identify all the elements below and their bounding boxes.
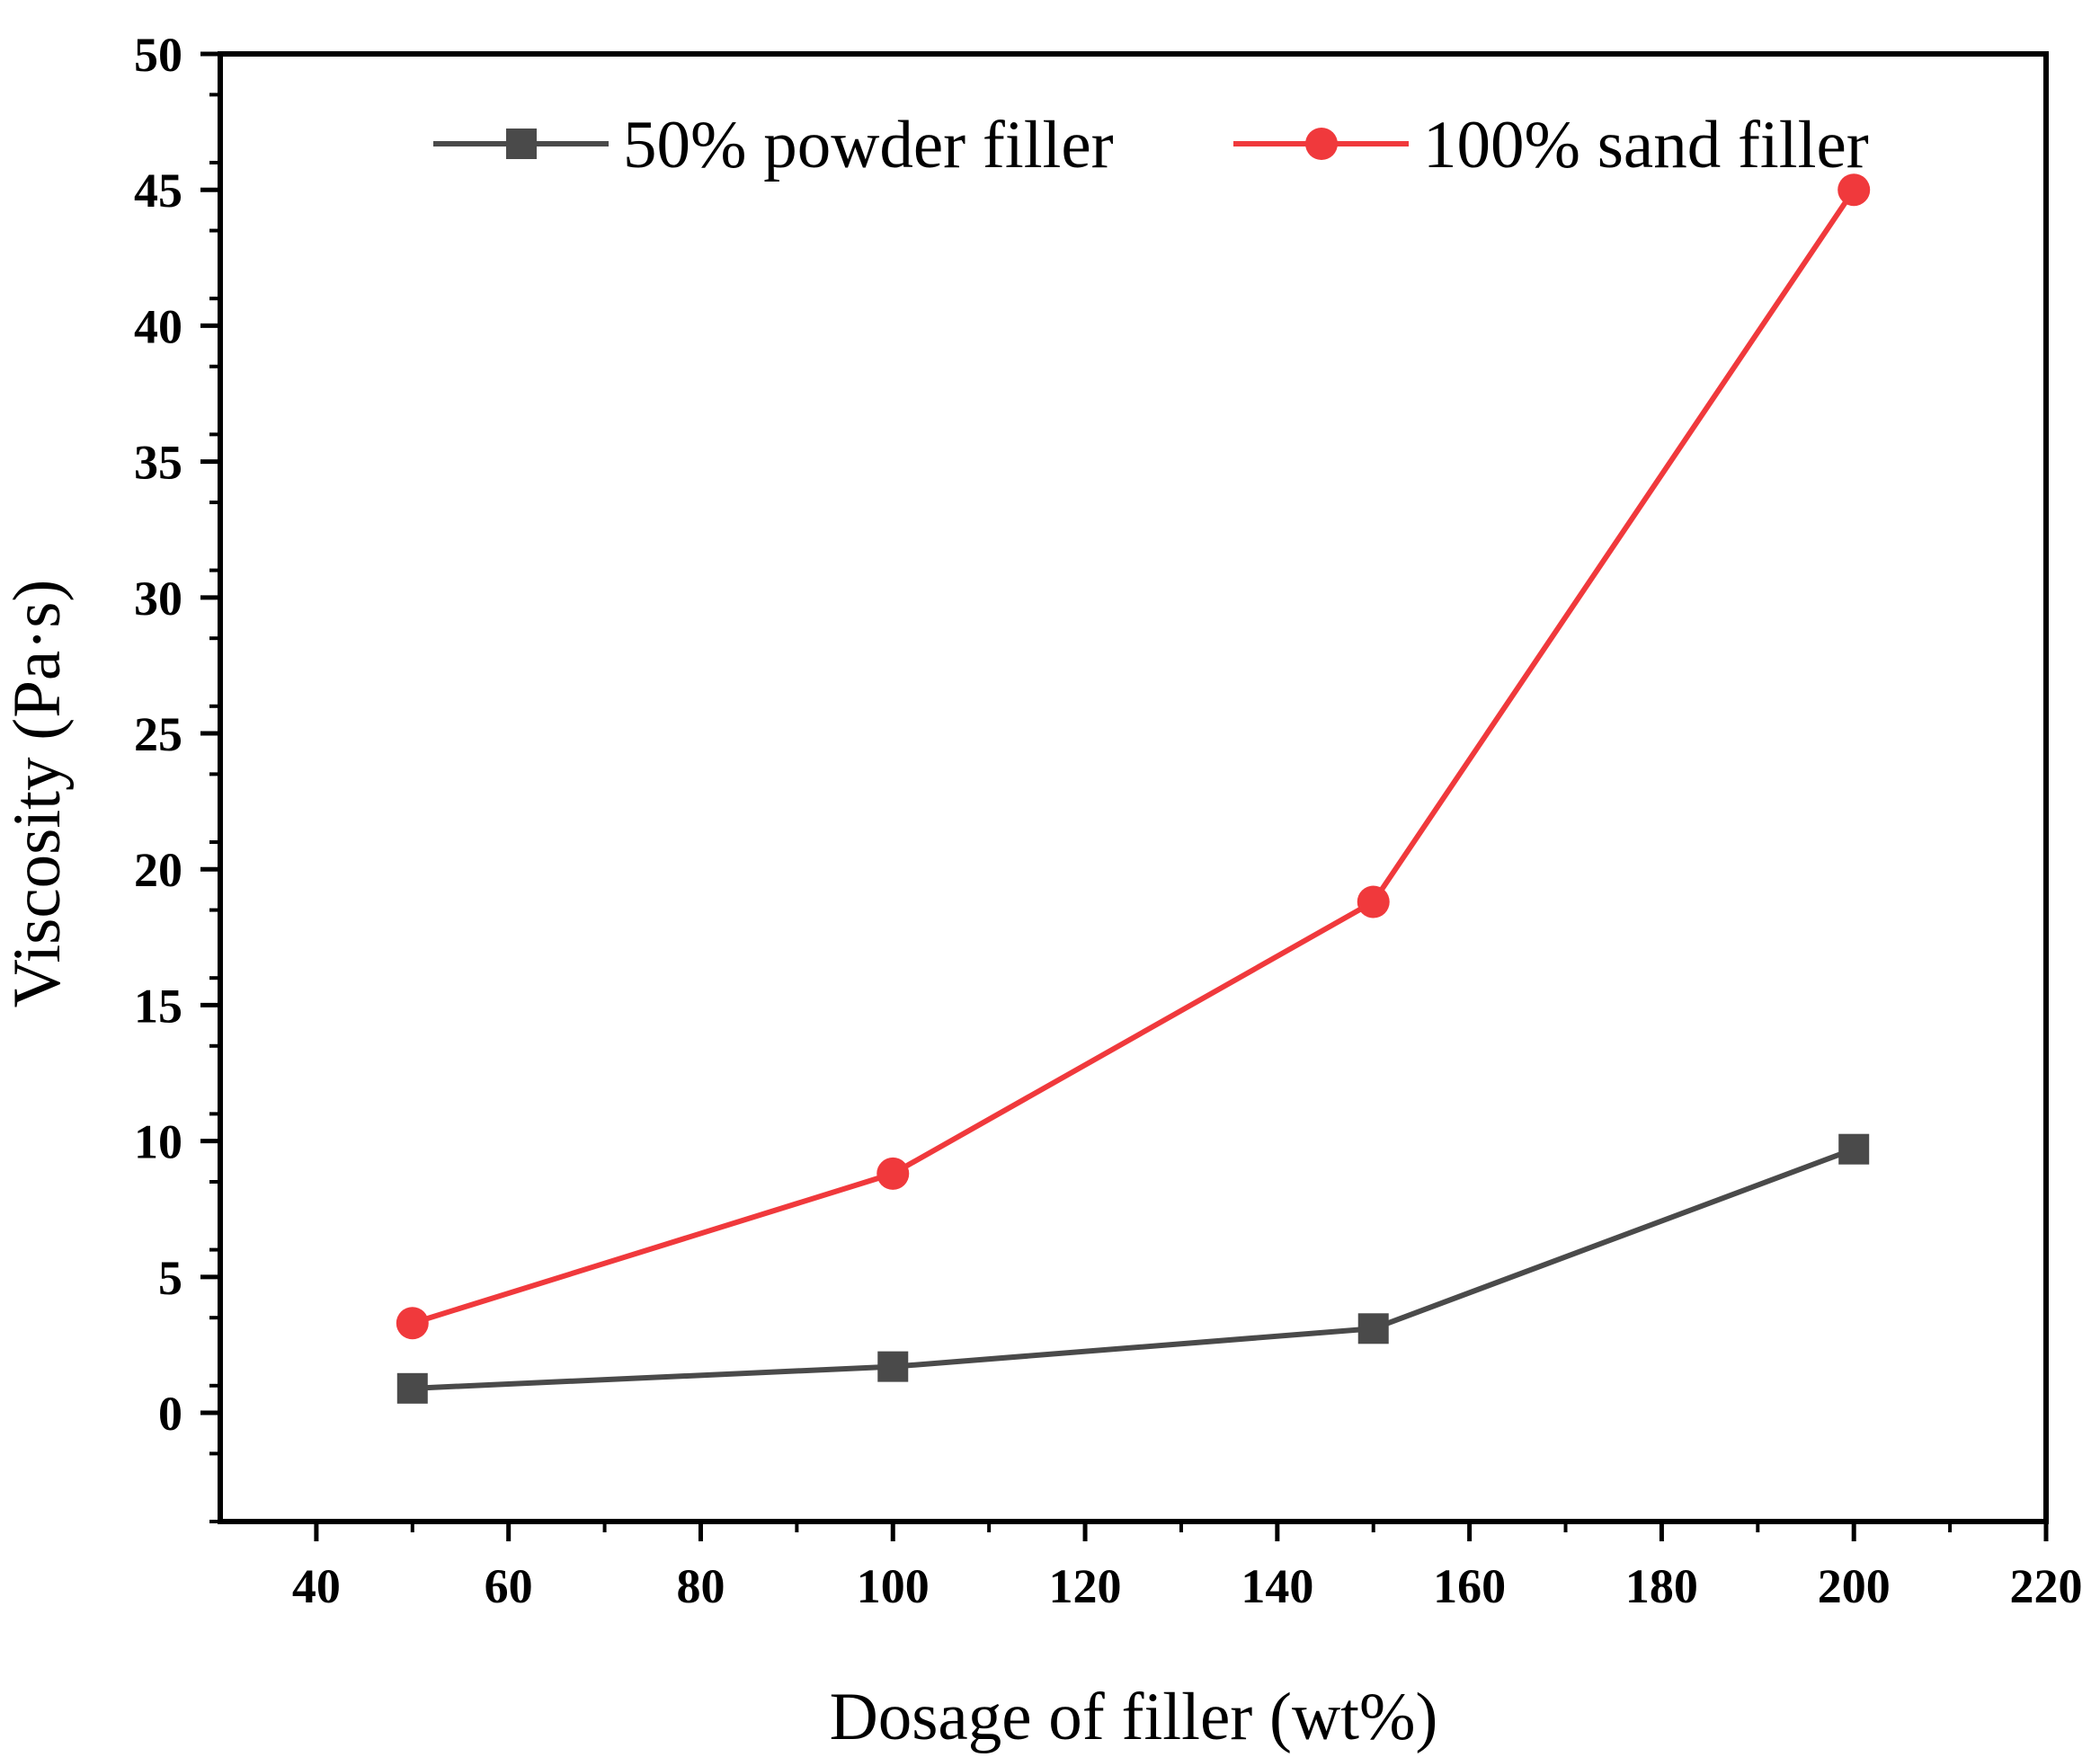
x-tick-label: 220 bbox=[2010, 1559, 2083, 1613]
x-tick-label: 40 bbox=[292, 1559, 341, 1613]
y-tick-label: 50 bbox=[134, 28, 182, 82]
series-line bbox=[412, 1146, 1855, 1391]
legend-item: 100% sand filler bbox=[1233, 108, 1869, 182]
data-point bbox=[396, 1372, 428, 1404]
x-tick-label: 180 bbox=[1625, 1559, 1698, 1613]
data-point bbox=[1357, 885, 1390, 918]
legend-item: 50% powder filler bbox=[433, 108, 1114, 182]
y-tick-label: 5 bbox=[158, 1251, 182, 1305]
data-point bbox=[1838, 1133, 1870, 1165]
plot-frame bbox=[218, 51, 2049, 1524]
data-point bbox=[1357, 1313, 1389, 1344]
x-tick-label: 80 bbox=[676, 1559, 725, 1613]
legend-marker bbox=[1305, 128, 1338, 160]
y-tick-label: 35 bbox=[134, 436, 182, 490]
y-tick-label: 20 bbox=[134, 843, 182, 897]
y-axis-title: Viscosity (Pa·s) bbox=[0, 580, 75, 1008]
legend-marker bbox=[506, 129, 537, 159]
y-tick-label: 45 bbox=[134, 164, 182, 217]
axes bbox=[218, 51, 2049, 1524]
y-tick-label: 10 bbox=[134, 1115, 182, 1169]
data-point bbox=[1838, 173, 1871, 207]
y-tick-label: 30 bbox=[134, 572, 182, 626]
ticks: 40 60 80 100 120 140 160 180 200 220 0 5 10 15 20 25 30 3… bbox=[134, 28, 2083, 1613]
y-tick-label: 0 bbox=[158, 1387, 182, 1441]
legend: 50% powder filler 100% sand filler bbox=[433, 108, 1869, 182]
data-point bbox=[396, 1307, 429, 1340]
y-tick-label: 25 bbox=[134, 707, 182, 761]
legend-label: 50% powder filler bbox=[623, 108, 1114, 182]
x-axis-title: Dosage of filler (wt%) bbox=[830, 1680, 1438, 1754]
series-sand bbox=[396, 173, 1871, 1340]
data-point bbox=[876, 1157, 910, 1190]
series bbox=[396, 173, 1871, 1404]
x-tick-label: 100 bbox=[857, 1559, 930, 1613]
x-tick-label: 60 bbox=[485, 1559, 533, 1613]
series-powder bbox=[396, 1133, 1870, 1404]
x-tick-label: 120 bbox=[1049, 1559, 1122, 1613]
x-tick-label: 200 bbox=[1818, 1559, 1891, 1613]
data-point bbox=[877, 1351, 909, 1382]
y-tick-label: 15 bbox=[134, 979, 182, 1033]
x-tick-label: 160 bbox=[1433, 1559, 1506, 1613]
y-tick-label: 40 bbox=[134, 299, 182, 353]
legend-label: 100% sand filler bbox=[1423, 108, 1869, 182]
series-line bbox=[411, 188, 1856, 1327]
x-tick-label: 140 bbox=[1241, 1559, 1313, 1613]
